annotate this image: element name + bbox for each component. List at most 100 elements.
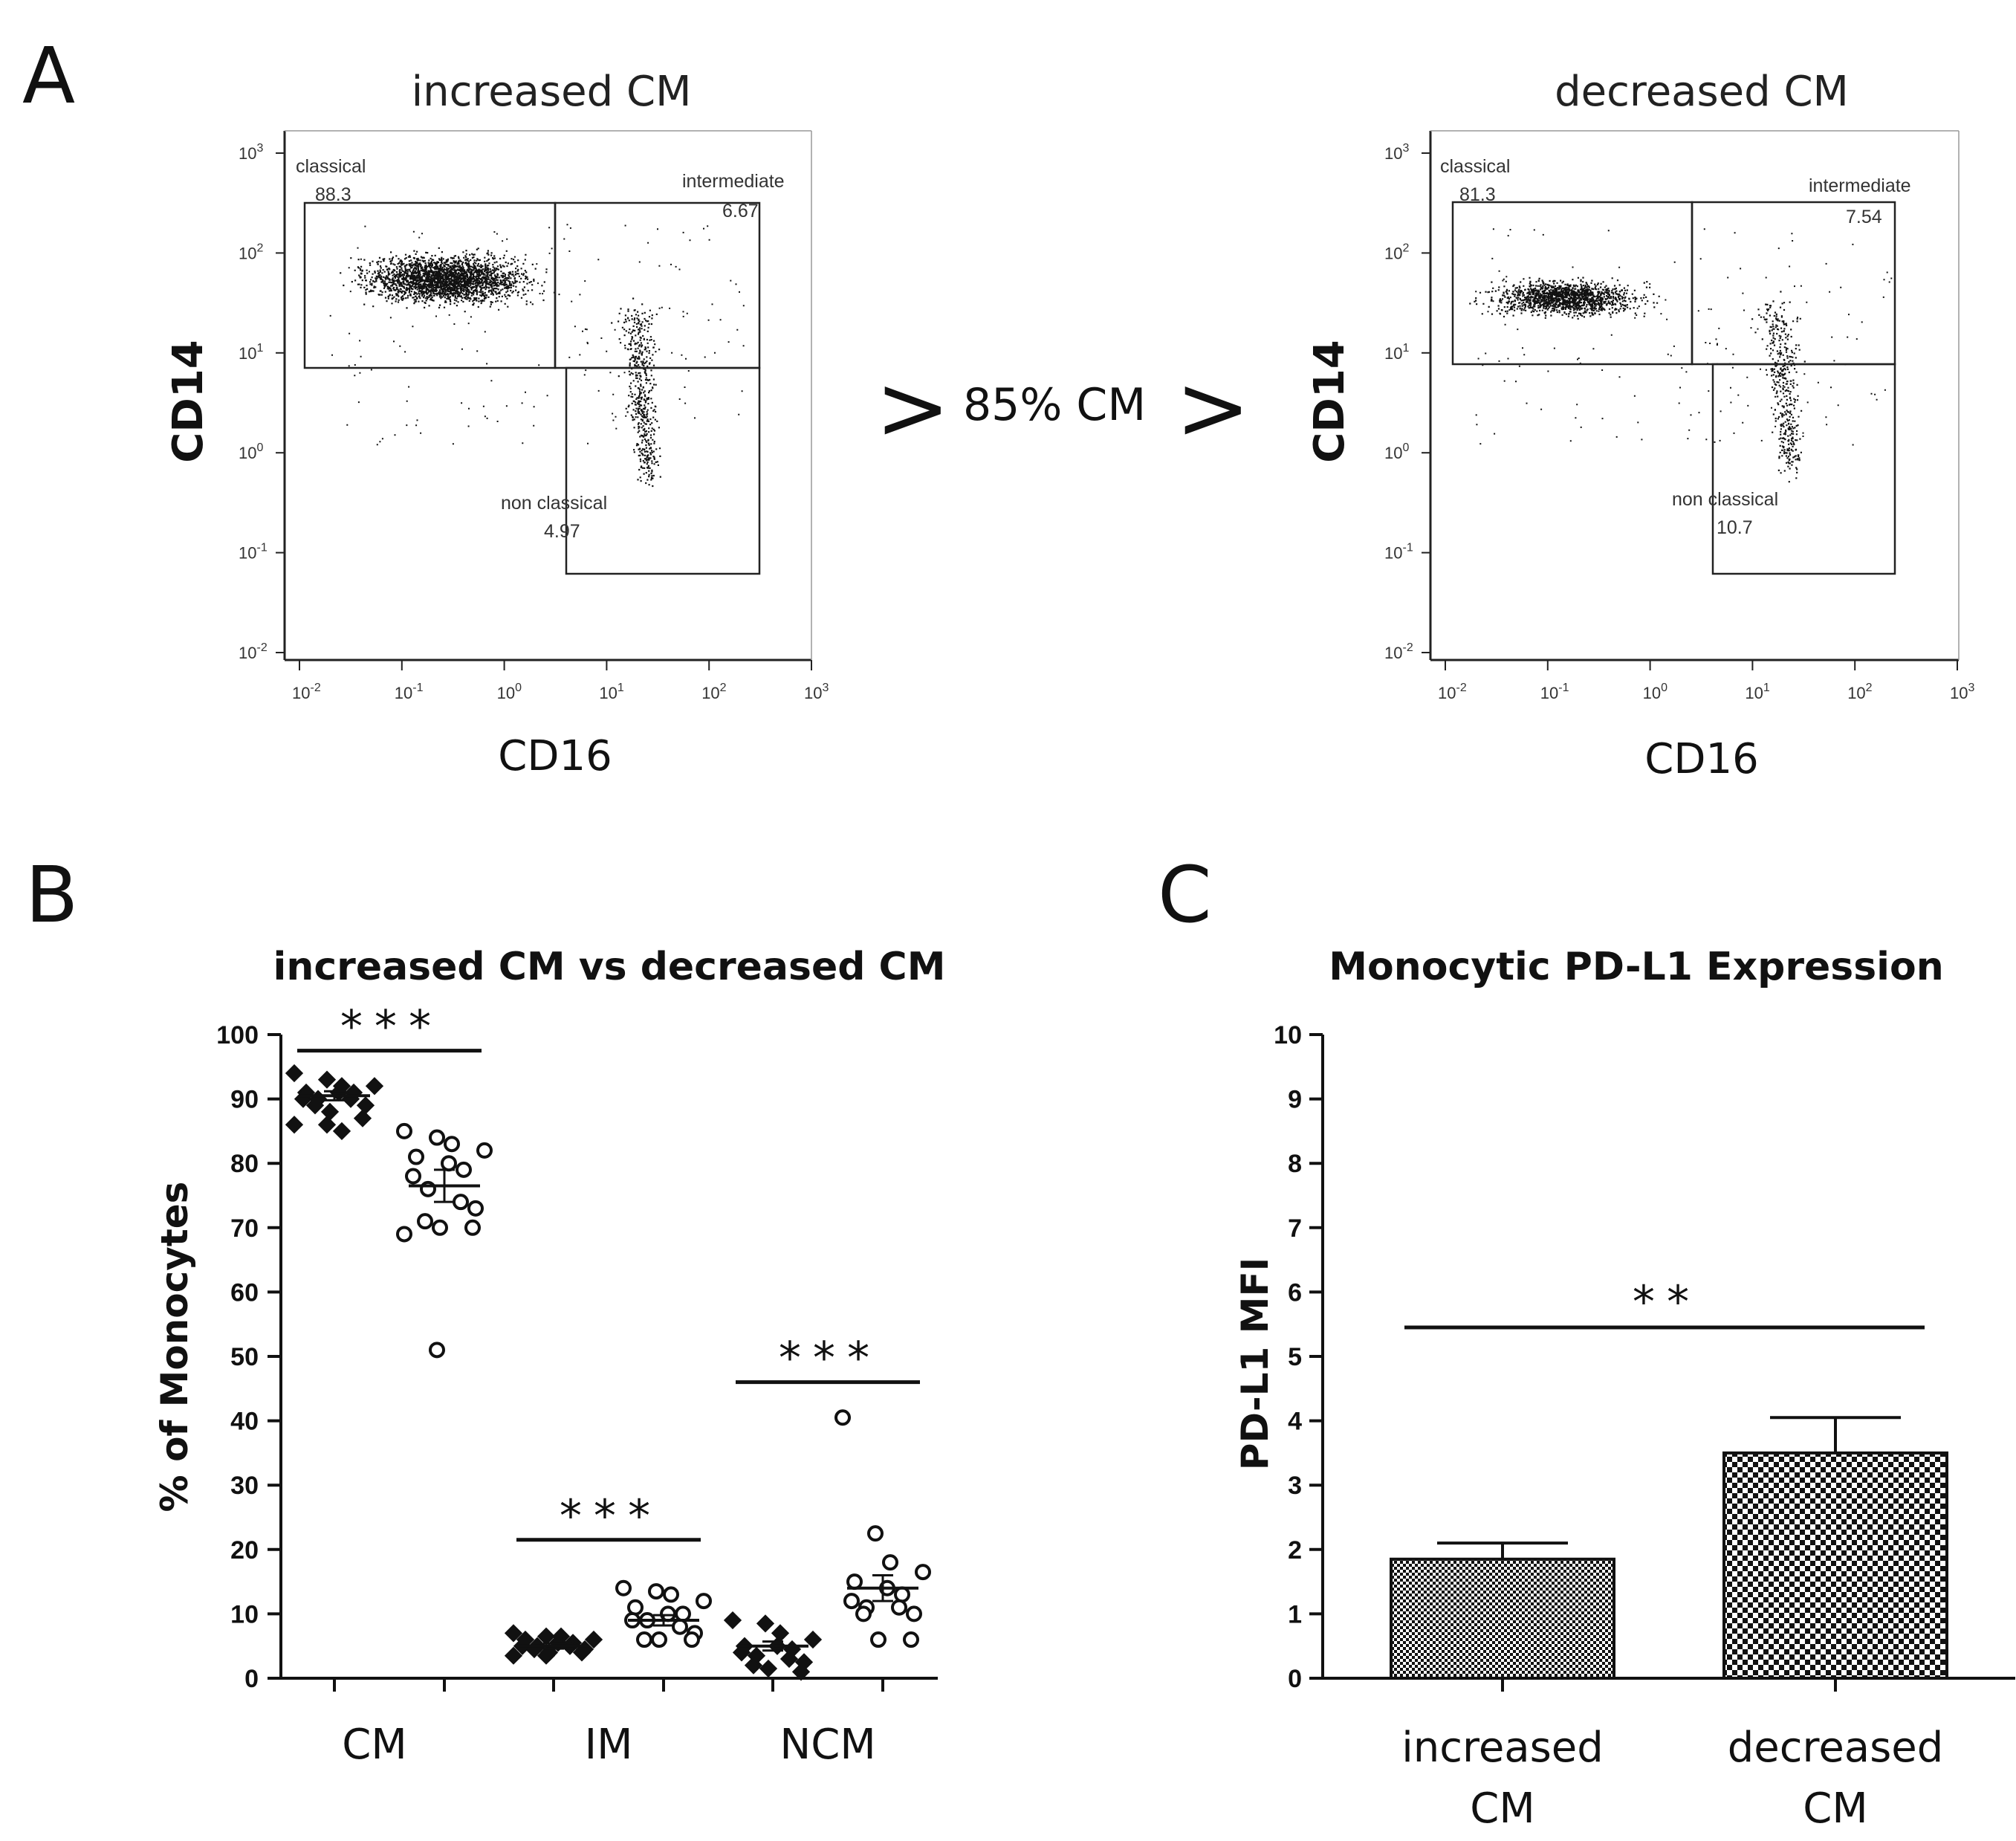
flow-frame <box>283 130 812 661</box>
gate-value-nonclassical: 4.97 <box>544 521 580 542</box>
data-point <box>537 1646 556 1665</box>
flow-plot-decreased: decreased CM 10-2 10-1 100 101 102 1031031021… <box>1306 68 1974 783</box>
y-tick-label: 80 <box>230 1150 259 1178</box>
subset-points <box>285 1064 931 1681</box>
pdl1-bars <box>1390 1416 1948 1680</box>
data-point <box>672 1618 688 1635</box>
y-tick-label: 8 <box>1288 1150 1302 1178</box>
data-point <box>870 1631 887 1649</box>
comparison-arrow-right: > <box>1176 357 1251 460</box>
data-point <box>584 1630 603 1649</box>
data-point <box>663 1586 679 1603</box>
gate-label-classical: classical <box>1440 156 1510 177</box>
x-category-label: CM <box>342 1721 406 1769</box>
y-tick-label: 9 <box>1288 1086 1302 1114</box>
data-point <box>906 1605 922 1622</box>
y-tick-label: 1 <box>1288 1600 1302 1628</box>
data-point <box>855 1605 872 1622</box>
y-tick-label: 50 <box>230 1343 259 1371</box>
subset-chart-title: increased CM vs decreased CM <box>273 945 946 989</box>
y-tick-label: 7 <box>1288 1214 1302 1243</box>
data-point <box>627 1599 644 1616</box>
gate-value-intermediate: 6.67 <box>722 201 759 221</box>
flow-frame <box>1429 130 1960 661</box>
x-category-label: NCM <box>780 1721 875 1769</box>
significance-label: *** <box>338 1001 441 1053</box>
data-point <box>405 1168 421 1185</box>
data-point <box>903 1631 919 1649</box>
gate-intermediate <box>554 201 761 369</box>
data-point <box>476 1142 493 1159</box>
flow-ylabel-increased: CD14 <box>164 340 213 463</box>
y-tick-label: 101 <box>1384 342 1409 363</box>
data-point <box>353 1109 372 1127</box>
gate-value-nonclassical: 10.7 <box>1717 517 1753 538</box>
y-tick-label: 4 <box>1288 1408 1302 1436</box>
data-point <box>285 1064 304 1083</box>
y-tick-label: 5 <box>1288 1343 1302 1371</box>
subset-x-ticks: CM IM NCM <box>333 1678 884 1769</box>
significance-label: *** <box>557 1490 660 1542</box>
gate-value-intermediate: 7.54 <box>1846 207 1882 227</box>
y-tick-label: 10-1 <box>1384 542 1413 563</box>
x-category-label: IM <box>585 1721 633 1769</box>
data-point <box>444 1136 460 1153</box>
flow-events <box>1469 228 1893 483</box>
y-tick-label: 103 <box>239 142 263 163</box>
x-tick-label: 101 <box>1745 682 1769 702</box>
flow-title-increased: increased CM <box>412 68 692 116</box>
significance-label: ** <box>1630 1276 1699 1328</box>
data-point <box>464 1219 481 1236</box>
gate-value-classical: 88.3 <box>315 184 351 205</box>
flow-title-decreased: decreased CM <box>1555 68 1849 116</box>
data-point <box>791 1663 811 1681</box>
pdl1-chart-title: Monocytic PD-L1 Expression <box>1329 945 1943 989</box>
data-point <box>675 1605 691 1622</box>
x-category-label-line2: CM <box>1803 1785 1867 1833</box>
x-category-label-line1: increased <box>1401 1724 1604 1772</box>
x-category-label-line2: CM <box>1470 1785 1534 1833</box>
subset-chart-ylabel: % of Monocytes <box>153 1182 196 1512</box>
y-tick-label: 3 <box>1288 1472 1302 1500</box>
pdl1-chart: Monocytic PD-L1 Expression PD-L1 MFI 0 1 2… <box>1234 945 2015 1833</box>
data-point <box>723 1611 742 1630</box>
data-point <box>846 1573 863 1591</box>
significance-label: *** <box>777 1333 879 1385</box>
bar <box>1390 1557 1615 1680</box>
data-point <box>882 1554 898 1571</box>
data-point <box>396 1122 412 1139</box>
comparison-arrow-left: > <box>875 357 950 460</box>
y-tick-label: 100 <box>239 441 263 462</box>
gate-label-intermediate: intermediate <box>682 171 785 192</box>
pdl1-x-labels: increased CM decreased CM <box>1401 1678 1943 1833</box>
y-tick-label: 103 <box>1384 142 1409 163</box>
flow-xlabel-decreased: CD16 <box>1644 735 1758 783</box>
data-point <box>429 1129 445 1146</box>
y-tick-label: 6 <box>1288 1278 1302 1307</box>
gate-classical <box>1451 201 1693 366</box>
data-point <box>467 1200 484 1217</box>
x-tick-label: 102 <box>1847 682 1872 702</box>
data-point <box>803 1630 823 1649</box>
subset-significance: *** *** *** <box>297 1001 920 1542</box>
data-point <box>915 1564 931 1581</box>
data-point <box>867 1525 884 1542</box>
flow-event-cloud <box>329 224 745 488</box>
flow-axis-ticks: 10-2 10-1 100 101 102 103 103 102 101 100 10-1 10-2 <box>239 142 829 702</box>
y-tick-label: 30 <box>230 1472 259 1500</box>
x-tick-label: 10-2 <box>1438 682 1467 702</box>
data-point <box>408 1148 424 1165</box>
data-point <box>615 1579 632 1596</box>
flow-xlabel-increased: CD16 <box>498 732 612 780</box>
data-point <box>504 1624 523 1643</box>
data-point <box>684 1631 700 1649</box>
y-tick-label: 102 <box>239 242 263 262</box>
data-point <box>429 1342 445 1359</box>
subset-chart: increased CM vs decreased CM % of Monocy… <box>153 945 945 1769</box>
x-tick-label: 10-1 <box>1540 682 1569 702</box>
bar <box>1722 1451 1948 1680</box>
data-point <box>780 1649 799 1669</box>
y-tick-label: 2 <box>1288 1536 1302 1565</box>
data-point <box>317 1070 337 1089</box>
